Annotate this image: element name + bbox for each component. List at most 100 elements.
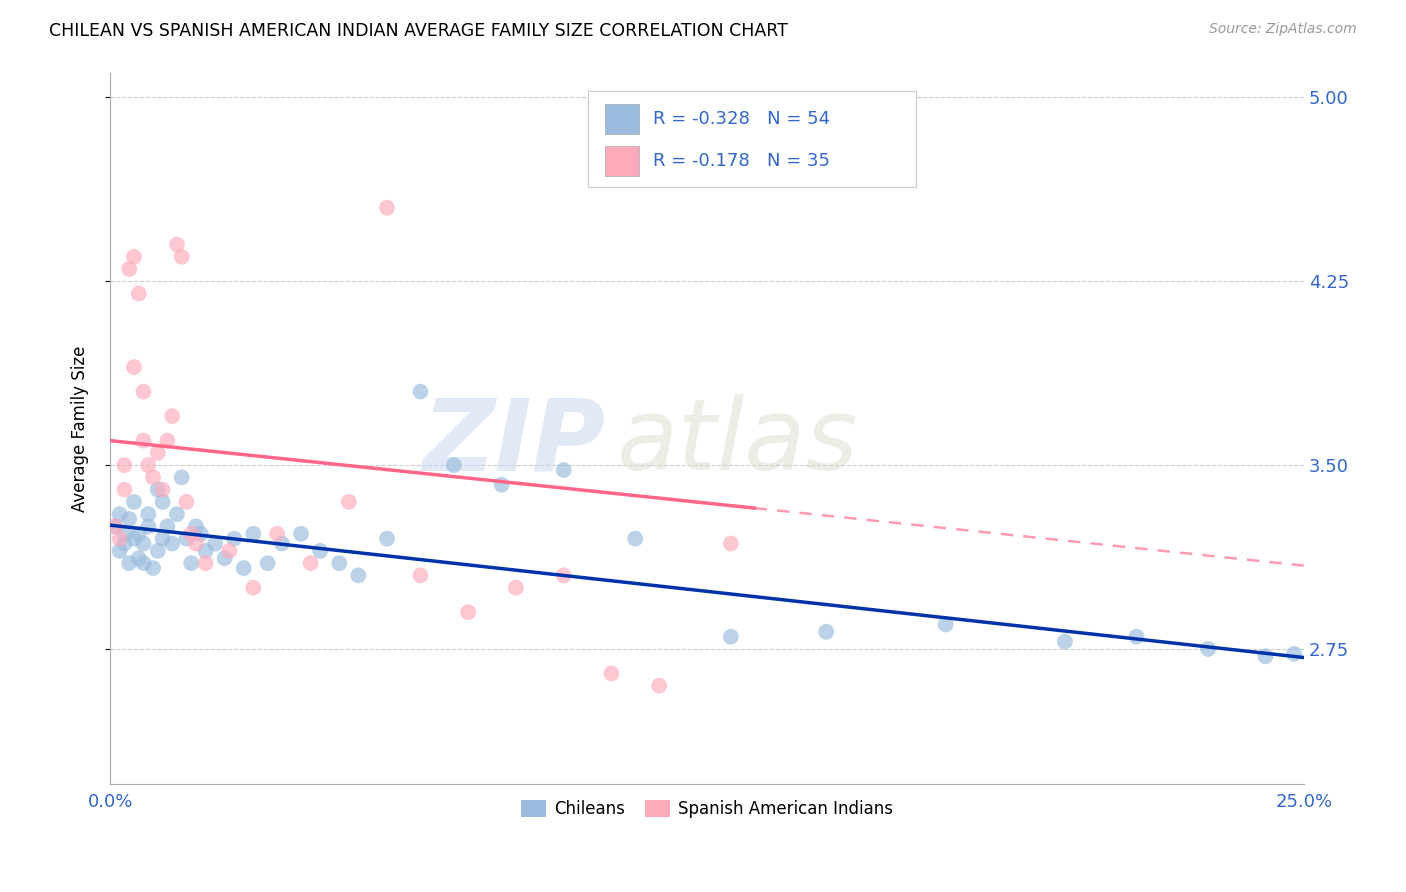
Point	[156, 434, 179, 448]
Point	[128, 286, 150, 301]
Point	[108, 532, 131, 546]
Point	[648, 679, 671, 693]
Point	[457, 605, 479, 619]
Text: atlas: atlas	[617, 394, 859, 491]
Point	[204, 536, 226, 550]
FancyBboxPatch shape	[588, 91, 915, 186]
Point	[104, 519, 127, 533]
Point	[347, 568, 370, 582]
Point	[1282, 647, 1305, 661]
Point	[505, 581, 527, 595]
Point	[409, 568, 432, 582]
Point	[375, 532, 398, 546]
Point	[166, 237, 188, 252]
Point	[112, 526, 135, 541]
Y-axis label: Average Family Size: Average Family Size	[72, 345, 89, 511]
Text: R = -0.178   N = 35: R = -0.178 N = 35	[654, 153, 830, 170]
Point	[152, 495, 174, 509]
Point	[184, 536, 207, 550]
Point	[170, 250, 193, 264]
Point	[214, 551, 236, 566]
Point	[146, 483, 169, 497]
Point	[290, 526, 312, 541]
Point	[156, 519, 179, 533]
FancyBboxPatch shape	[606, 104, 638, 135]
Point	[160, 536, 183, 550]
Point	[1125, 630, 1147, 644]
Text: R = -0.328   N = 54: R = -0.328 N = 54	[654, 111, 831, 128]
Point	[375, 201, 398, 215]
Point	[166, 507, 188, 521]
Text: Source: ZipAtlas.com: Source: ZipAtlas.com	[1209, 22, 1357, 37]
Point	[443, 458, 465, 472]
Point	[176, 532, 198, 546]
Point	[224, 532, 246, 546]
Point	[136, 458, 159, 472]
Legend: Chileans, Spanish American Indians: Chileans, Spanish American Indians	[515, 794, 900, 825]
Point	[112, 483, 135, 497]
Point	[136, 519, 159, 533]
Point	[160, 409, 183, 423]
Point	[600, 666, 623, 681]
Point	[122, 250, 145, 264]
Point	[184, 519, 207, 533]
Point	[720, 630, 742, 644]
Point	[1197, 642, 1219, 657]
Text: ZIP: ZIP	[422, 394, 606, 491]
Text: CHILEAN VS SPANISH AMERICAN INDIAN AVERAGE FAMILY SIZE CORRELATION CHART: CHILEAN VS SPANISH AMERICAN INDIAN AVERA…	[49, 22, 789, 40]
Point	[720, 536, 742, 550]
Point	[935, 617, 957, 632]
Point	[194, 544, 217, 558]
Point	[132, 536, 155, 550]
Point	[328, 556, 350, 570]
Point	[815, 624, 838, 639]
Point	[491, 477, 513, 491]
FancyBboxPatch shape	[606, 146, 638, 176]
Point	[118, 556, 141, 570]
Point	[309, 544, 332, 558]
Point	[180, 526, 202, 541]
Point	[152, 532, 174, 546]
Point	[553, 463, 575, 477]
Point	[409, 384, 432, 399]
Point	[118, 512, 141, 526]
Point	[146, 544, 169, 558]
Point	[128, 551, 150, 566]
Point	[218, 544, 240, 558]
Point	[299, 556, 322, 570]
Point	[266, 526, 288, 541]
Point	[142, 470, 165, 484]
Point	[256, 556, 278, 570]
Point	[553, 568, 575, 582]
Point	[146, 446, 169, 460]
Point	[271, 536, 294, 550]
Point	[136, 507, 159, 521]
Point	[112, 458, 135, 472]
Point	[180, 556, 202, 570]
Point	[122, 532, 145, 546]
Point	[232, 561, 254, 575]
Point	[108, 507, 131, 521]
Point	[128, 526, 150, 541]
Point	[122, 360, 145, 375]
Point	[624, 532, 647, 546]
Point	[242, 581, 264, 595]
Point	[337, 495, 360, 509]
Point	[176, 495, 198, 509]
Point	[132, 556, 155, 570]
Point	[142, 561, 165, 575]
Point	[112, 536, 135, 550]
Point	[132, 384, 155, 399]
Point	[132, 434, 155, 448]
Point	[104, 519, 127, 533]
Point	[122, 495, 145, 509]
Point	[152, 483, 174, 497]
Point	[1254, 649, 1277, 664]
Point	[194, 556, 217, 570]
Point	[242, 526, 264, 541]
Point	[108, 544, 131, 558]
Point	[118, 262, 141, 277]
Point	[170, 470, 193, 484]
Point	[190, 526, 212, 541]
Point	[1053, 634, 1076, 648]
